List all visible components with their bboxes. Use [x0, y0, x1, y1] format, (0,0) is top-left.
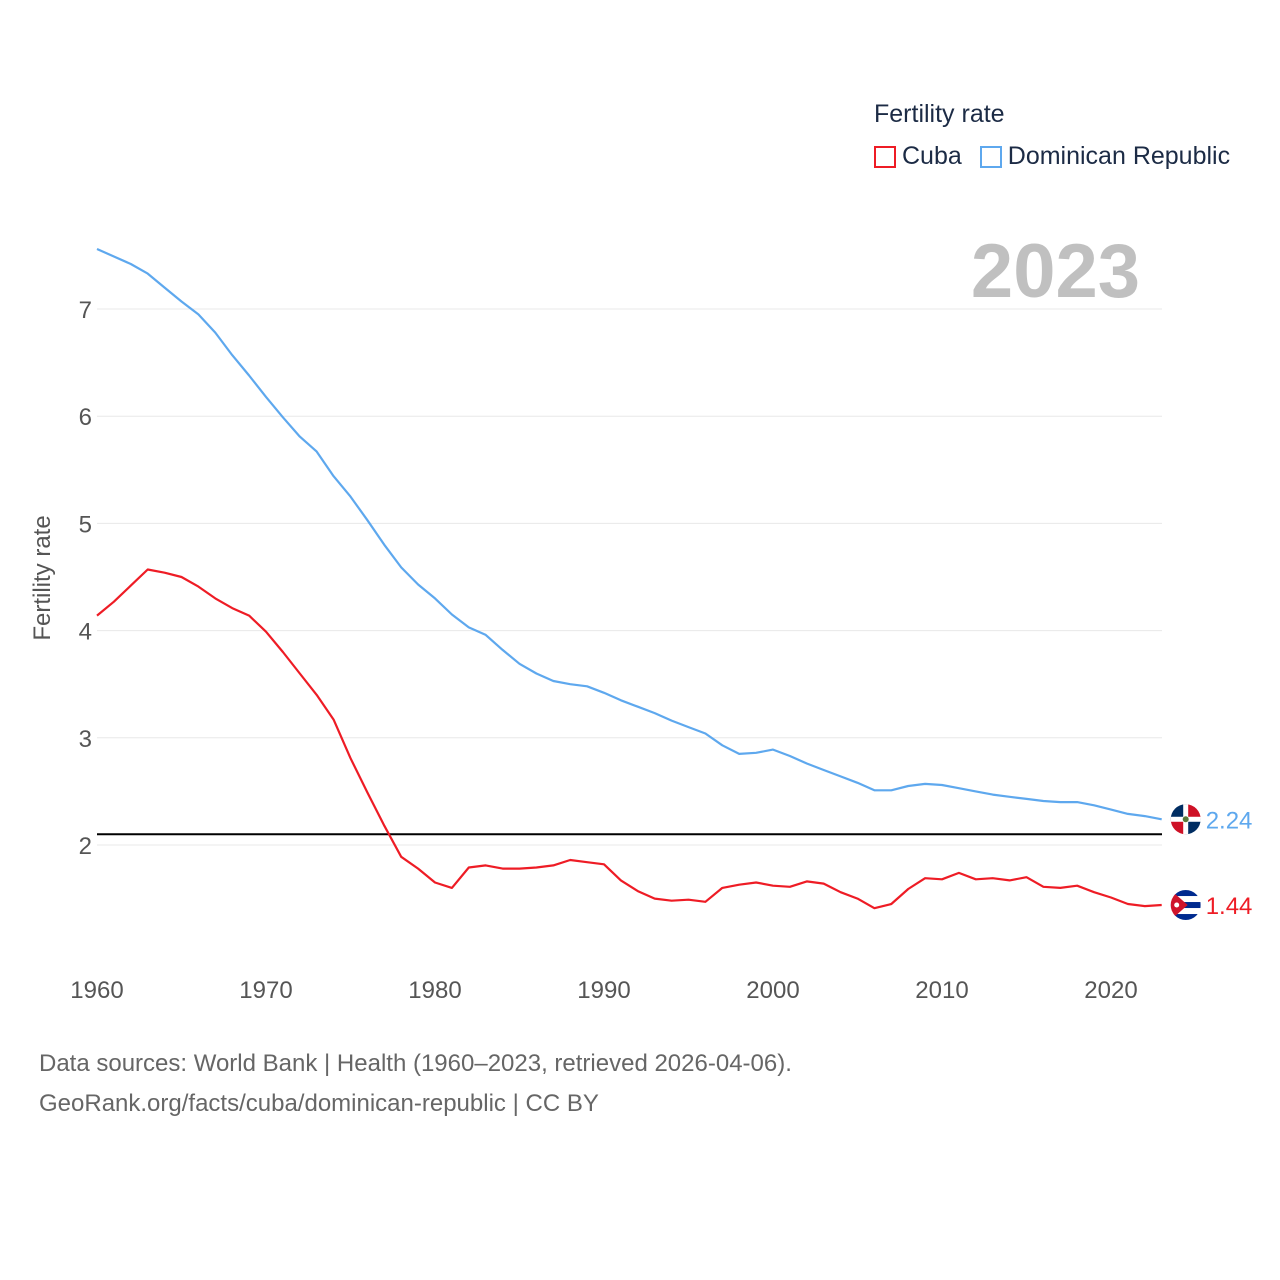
source-note: Data sources: World Bank | Health (1960–…: [39, 1044, 792, 1124]
source-line-1: Data sources: World Bank | Health (1960–…: [39, 1050, 792, 1077]
legend: Cuba Dominican Republic: [874, 142, 1230, 171]
year-label: 2023: [970, 229, 1140, 314]
dominican-republic-flag-icon: [1170, 804, 1201, 835]
y-tick-label: 7: [79, 297, 92, 324]
end-label-cuba: 1.44: [1206, 893, 1253, 920]
legend-item-cuba[interactable]: Cuba: [874, 142, 962, 171]
x-tick-label: 1990: [577, 977, 630, 1004]
legend-title: Fertility rate: [874, 100, 1005, 128]
y-tick-label: 4: [79, 619, 92, 646]
series-line-dominican-republic: [96, 247, 1162, 821]
y-tick-label: 2: [79, 833, 92, 860]
x-tick-label: 2020: [1084, 977, 1137, 1004]
y-tick-label: 6: [79, 404, 92, 431]
series-line-cuba: [96, 568, 1162, 910]
y-axis-label: Fertility rate: [29, 515, 56, 640]
x-tick-label: 1980: [408, 977, 461, 1004]
x-tick-label: 1970: [239, 977, 292, 1004]
legend-label-cuba: Cuba: [902, 142, 962, 170]
end-label-dominican-republic: 2.24: [1206, 807, 1253, 834]
legend-swatch-dominican-republic: [979, 145, 1002, 168]
x-tick-label: 2000: [746, 977, 799, 1004]
legend-swatch-cuba: [874, 145, 896, 168]
cuba-flag-icon: [1170, 890, 1201, 921]
x-tick-label: 1960: [70, 977, 123, 1004]
y-tick-label: 5: [79, 511, 92, 538]
legend-label-dominican-republic: Dominican Republic: [1007, 142, 1231, 170]
y-tick-label: 3: [79, 726, 92, 753]
x-tick-label: 2010: [915, 977, 968, 1004]
source-line-2[interactable]: GeoRank.org/facts/cuba/dominican-republi…: [39, 1090, 599, 1117]
legend-item-dominican-republic[interactable]: Dominican Republic: [979, 142, 1231, 171]
